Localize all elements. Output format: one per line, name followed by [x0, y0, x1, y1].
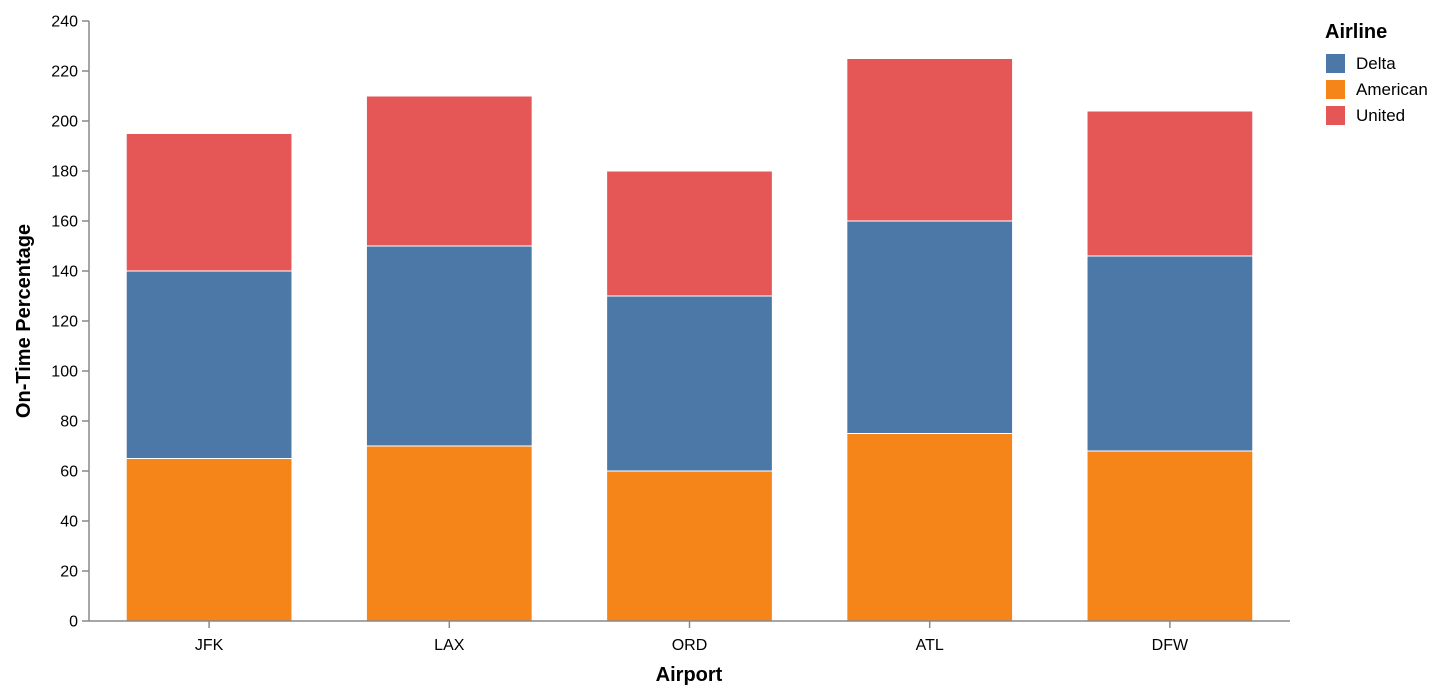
legend-label-united: United: [1356, 106, 1405, 125]
y-tick-label: 180: [51, 164, 78, 181]
y-axis: 0 20 40 60 80 100 120 140 160 180 200 220 240: [51, 14, 90, 631]
legend-swatch-delta: [1326, 54, 1345, 73]
bars-layer: [125, 58, 1254, 622]
x-tick-label: JFK: [195, 637, 224, 654]
y-tick-label: 120: [51, 314, 78, 331]
legend-items: Delta American United: [1326, 54, 1428, 125]
x-axis-title: Airport: [656, 664, 723, 686]
x-tick-label: ATL: [916, 637, 944, 654]
y-tick-label: 140: [51, 264, 78, 281]
y-tick-label: 20: [60, 564, 78, 581]
bar-dfw-american: [1086, 450, 1254, 622]
bar-lax-united: [365, 95, 533, 247]
bar-jfk-united: [125, 133, 293, 272]
y-tick-label: 100: [51, 364, 78, 381]
y-tick-label: 0: [69, 614, 78, 631]
y-tick-label: 200: [51, 114, 78, 131]
bar-atl-united: [846, 58, 1014, 222]
legend-swatch-united: [1326, 106, 1345, 125]
y-tick-label: 60: [60, 464, 78, 481]
y-tick-label: 40: [60, 514, 78, 531]
bar-lax-american: [365, 445, 533, 622]
legend: Airline Delta American United: [1325, 21, 1428, 125]
bar-dfw-delta: [1086, 255, 1254, 452]
y-tick-label: 80: [60, 414, 78, 431]
bar-dfw-united: [1086, 110, 1254, 257]
bar-atl-delta: [846, 220, 1014, 434]
bar-jfk-american: [125, 458, 293, 622]
legend-label-delta: Delta: [1356, 54, 1396, 73]
y-tick-label: 220: [51, 64, 78, 81]
legend-swatch-american: [1326, 80, 1345, 99]
x-axis: JFK LAX ORD ATL DFW: [89, 620, 1290, 654]
legend-label-american: American: [1356, 80, 1428, 99]
y-tick-label: 240: [51, 14, 78, 31]
y-axis-title: On-Time Percentage: [13, 224, 35, 418]
bar-ord-american: [606, 470, 773, 622]
legend-title: Airline: [1325, 21, 1387, 43]
x-tick-label: LAX: [434, 637, 465, 654]
x-tick-label: DFW: [1152, 637, 1189, 654]
bar-atl-american: [846, 433, 1014, 622]
bar-ord-delta: [606, 295, 773, 472]
x-tick-label: ORD: [672, 637, 708, 654]
bar-jfk-delta: [125, 270, 293, 459]
y-tick-label: 160: [51, 214, 78, 231]
bar-lax-delta: [365, 245, 533, 447]
bar-ord-united: [606, 170, 773, 297]
